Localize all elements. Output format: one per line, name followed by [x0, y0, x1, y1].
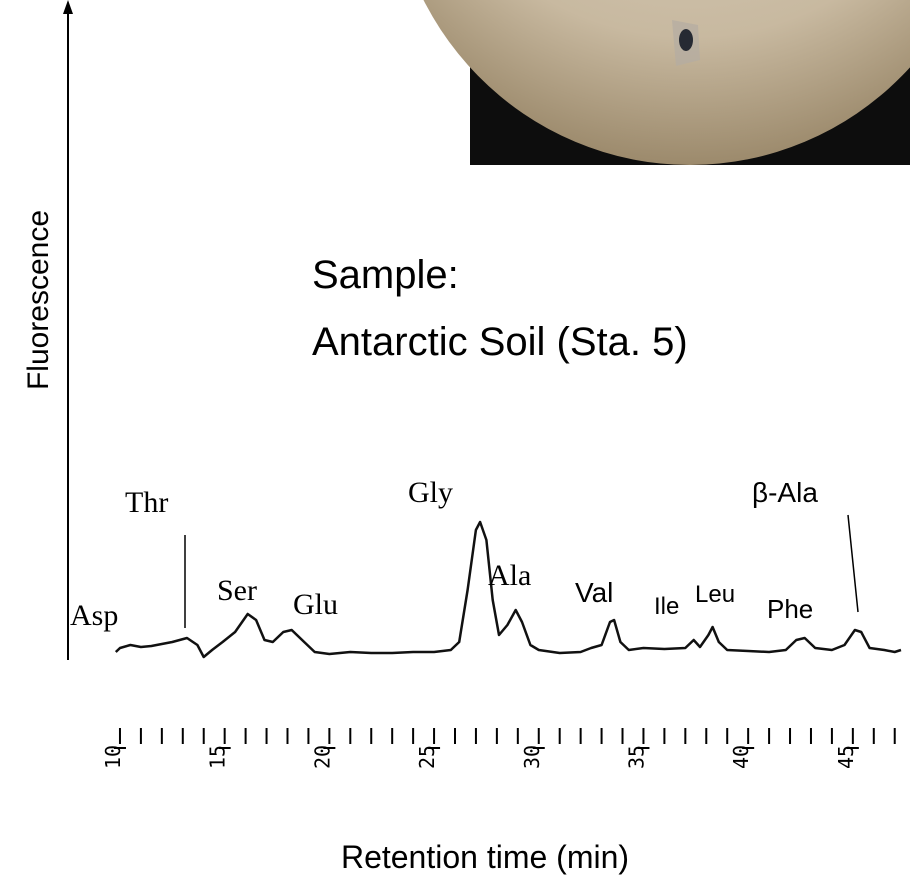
y-axis-label: Fluorescence [22, 210, 55, 390]
y-axis-arrow [63, 0, 73, 14]
chart-title: Sample: [312, 253, 459, 297]
x-tick-label: 25 [415, 745, 439, 769]
peak-label: Ala [488, 559, 531, 592]
trace [114, 520, 902, 659]
peak-label: Ile [654, 593, 679, 620]
peak-label: Gly [408, 476, 453, 509]
x-tick-label: 45 [834, 745, 858, 769]
x-tick-label: 35 [624, 745, 648, 769]
peak-label: Glu [293, 588, 338, 621]
leader-line [847, 514, 859, 613]
peak-label: Phe [767, 594, 813, 624]
x-tick-label: 10 [101, 745, 125, 769]
peak-label: β-Ala [752, 477, 818, 508]
x-tick-label: 40 [729, 745, 753, 769]
x-tick-label: 20 [310, 745, 334, 769]
peak-label: Val [575, 577, 613, 608]
x-tick-label: 15 [206, 745, 230, 769]
peak-label: Thr [125, 486, 168, 519]
chart-subtitle: Antarctic Soil (Sta. 5) [312, 320, 688, 364]
peak-label: Leu [695, 581, 735, 608]
sample-photo [423, 0, 910, 165]
peak-label: Asp [70, 599, 118, 632]
x-axis-label: Retention time (min) [341, 839, 629, 875]
x-tick-label: 30 [520, 745, 544, 769]
peak-label: Ser [217, 574, 257, 607]
